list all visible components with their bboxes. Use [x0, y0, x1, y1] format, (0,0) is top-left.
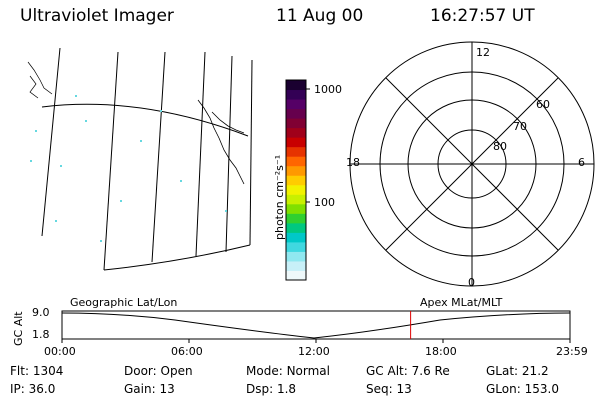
- instrument-title: Ultraviolet Imager: [20, 6, 174, 26]
- timeline-plot: [61, 310, 571, 343]
- mlt-label-6: 6: [578, 156, 585, 169]
- colorbar-band: [286, 156, 306, 167]
- colorbar-unit-label: photon cm⁻²s⁻¹: [273, 154, 286, 240]
- footer-seq-value: 13: [396, 382, 412, 396]
- lat-label-70: 70: [513, 120, 527, 133]
- footer-flt-value: 1304: [32, 364, 64, 378]
- mlt-label-18: 18: [346, 156, 360, 169]
- y-min-label: 1.8: [32, 328, 50, 341]
- footer-flt: Flt: 1304: [10, 364, 64, 378]
- x-tick-1800: 18:00: [425, 345, 457, 358]
- colorbar-band: [286, 270, 306, 281]
- footer-door-value: Open: [160, 364, 193, 378]
- x-tick-0000: 00:00: [44, 345, 76, 358]
- mlt-label-12: 12: [476, 46, 490, 59]
- footer-ip: IP: 36.0: [10, 382, 56, 396]
- colorbar-band: [286, 175, 306, 186]
- footer-glon-value: 153.0: [524, 382, 559, 396]
- colorbar: [285, 79, 310, 281]
- colorbar-band: [286, 251, 306, 262]
- colorbar-band: [286, 222, 306, 233]
- footer-gc-alt-value: 7.6 Re: [411, 364, 450, 378]
- colorbar-band: [286, 194, 306, 205]
- polar-plot: [349, 41, 595, 287]
- colorbar-band: [286, 184, 306, 195]
- footer-mode-value: Normal: [286, 364, 330, 378]
- colorbar-band: [286, 137, 306, 148]
- colorbar-band: [286, 108, 306, 119]
- geographic-map: [27, 47, 253, 271]
- emission-pixels: [30, 95, 227, 242]
- altitude-curve: [61, 312, 571, 339]
- footer-door: Door: Open: [124, 364, 193, 378]
- time-label: 16:27:57 UT: [430, 6, 535, 26]
- gc-alt-axis-label: GC Alt: [12, 311, 25, 346]
- x-tick-1200: 12:00: [298, 345, 330, 358]
- colorbar-band: [286, 99, 306, 110]
- colorbar-band: [286, 213, 306, 224]
- colorbar-band: [286, 89, 306, 100]
- colorbar-band: [286, 127, 306, 138]
- footer-dsp: Dsp: 1.8: [246, 382, 297, 396]
- x-tick-2359: 23:59: [556, 345, 588, 358]
- lat-label-60: 60: [536, 98, 550, 111]
- footer-seq: Seq: 13: [366, 382, 412, 396]
- footer-glat-value: 21.2: [521, 364, 549, 378]
- footer-ip-value: 36.0: [28, 382, 56, 396]
- y-max-label: 9.0: [32, 306, 50, 319]
- footer-gain: Gain: 13: [124, 382, 175, 396]
- colorbar-band: [286, 232, 306, 243]
- footer-gc-alt: GC Alt: 7.6 Re: [366, 364, 450, 378]
- apex-coords-title: Apex MLat/MLT: [420, 296, 503, 309]
- colorbar-band: [286, 203, 306, 214]
- lat-label-80: 80: [493, 140, 507, 153]
- colorbar-band: [286, 80, 306, 91]
- footer-mode: Mode: Normal: [246, 364, 330, 378]
- colorbar-band: [286, 260, 306, 271]
- footer-dsp-value: 1.8: [276, 382, 297, 396]
- geo-coords-title: Geographic Lat/Lon: [70, 296, 178, 309]
- x-tick-0600: 06:00: [171, 345, 203, 358]
- colorbar-tick-100: 100: [314, 196, 335, 209]
- colorbar-band: [286, 241, 306, 252]
- colorbar-band: [286, 118, 306, 129]
- colorbar-band: [286, 146, 306, 157]
- footer-gain-value: 13: [159, 382, 175, 396]
- date-label: 11 Aug 00: [276, 6, 364, 26]
- footer-glon: GLon: 153.0: [486, 382, 559, 396]
- colorbar-band: [286, 165, 306, 176]
- colorbar-tick-1000: 1000: [314, 83, 342, 96]
- mlt-label-0: 0: [468, 276, 475, 289]
- footer-glat: GLat: 21.2: [486, 364, 549, 378]
